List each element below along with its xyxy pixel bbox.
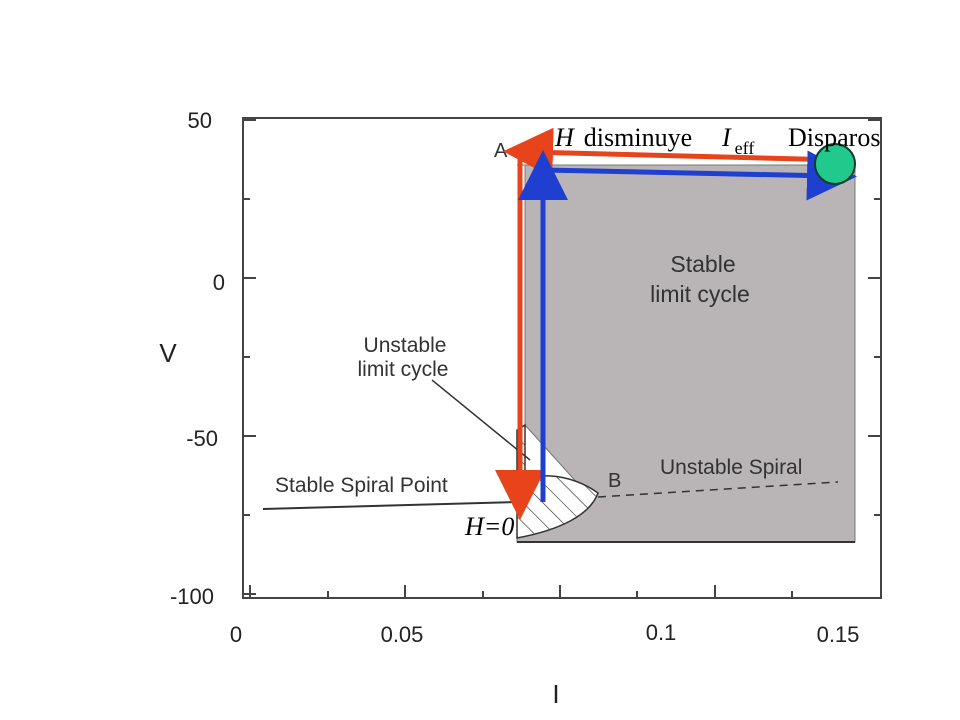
y-axis-label: V: [159, 338, 177, 368]
h-zero-label: H=0: [464, 512, 514, 541]
i-subscript: eff: [735, 138, 755, 158]
i-eff-annotation: I eff: [721, 123, 754, 158]
unstable-limit-cycle-label-line1: Unstable: [364, 334, 447, 357]
x-ticks: [249, 585, 793, 598]
stable-spiral-line: [262, 501, 519, 510]
stable-limit-cycle-label-line1: Stable: [670, 251, 735, 277]
unstable-limit-cycle-pointer: [431, 379, 531, 461]
unstable-spiral-label: Unstable Spiral: [660, 456, 802, 479]
decrease-text: disminuye: [584, 123, 692, 152]
i-label: I: [721, 123, 732, 152]
stable-spiral-point-label: Stable Spiral Point: [275, 474, 448, 497]
y-tick-50: 50: [188, 108, 212, 133]
y-ticks: [243, 119, 881, 595]
stable-limit-cycle-label-line2: limit cycle: [650, 281, 750, 307]
firing-label: Disparos: [788, 123, 880, 152]
x-tick-0-05: 0.05: [381, 622, 424, 647]
h-label: H: [554, 123, 575, 152]
x-tick-0: 0: [230, 622, 242, 647]
x-tick-0-1: 0.1: [646, 620, 677, 645]
unstable-limit-cycle-label-line2: limit cycle: [357, 358, 448, 381]
unstable-branch-dashed: [597, 481, 839, 498]
red-arrow-top: [503, 127, 841, 178]
blue-arrow-right: [542, 150, 857, 201]
y-tick-minus-50: -50: [186, 426, 218, 451]
x-axis-label: I: [552, 679, 559, 709]
y-tick-minus-100: -100: [170, 584, 214, 609]
point-b-label: B: [608, 470, 621, 492]
point-a-label: A: [494, 140, 508, 162]
y-tick-0: 0: [213, 270, 225, 295]
h-decreases-annotation: H disminuye: [554, 123, 692, 152]
x-tick-0-15: 0.15: [817, 622, 860, 647]
firing-state-dot: [814, 143, 856, 185]
